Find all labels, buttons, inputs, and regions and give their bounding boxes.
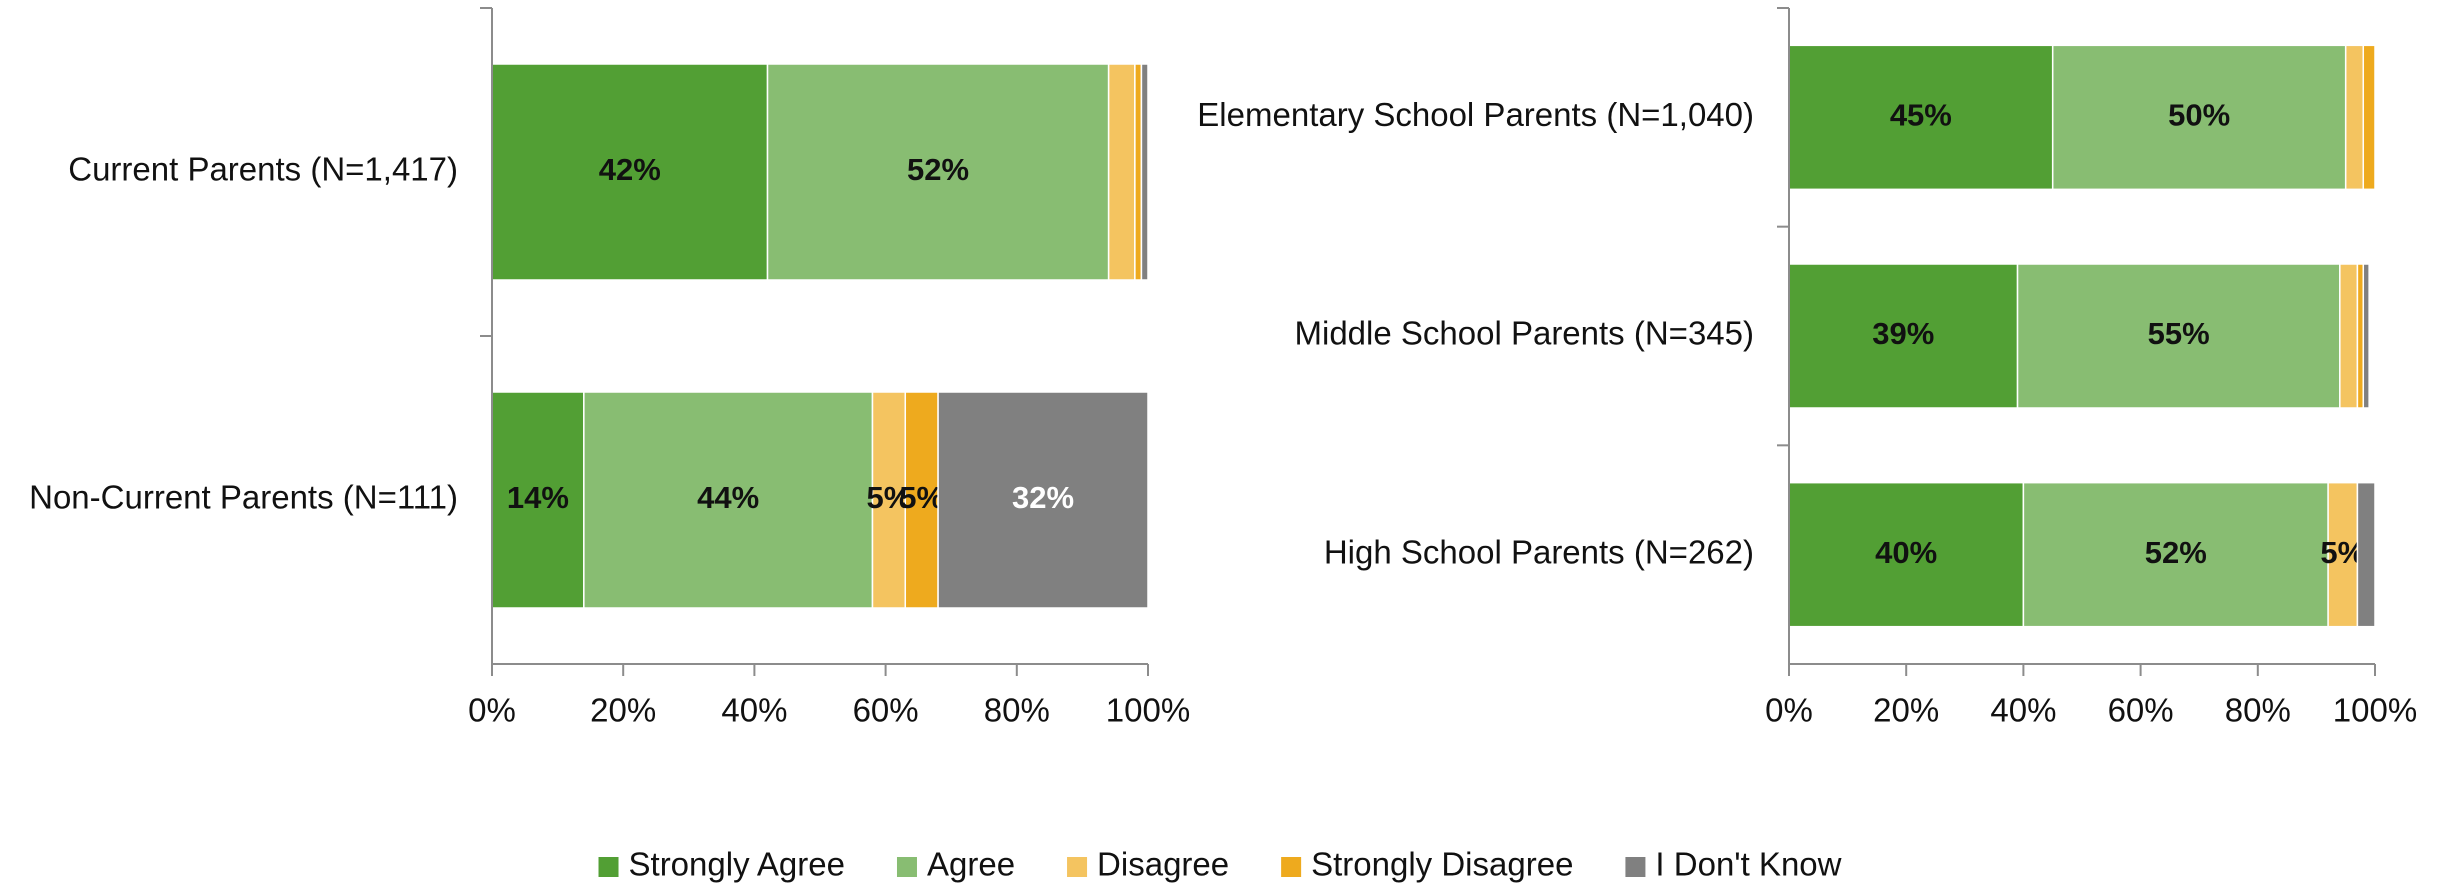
bar-strongly-disagree-elementary-school-parents-n-1-040 — [2362, 44, 2376, 191]
chart-panel-school-level: Elementary School Parents (N=1,040) 45% 50… — [1197, 7, 2417, 729]
legend-swatch-agree — [896, 857, 917, 877]
legend-swatch-disagree — [1067, 857, 1088, 877]
data-label-disagree-non-current-parents-n-111: 5% — [866, 480, 911, 515]
legend-swatch-i-don-t-know — [1625, 857, 1646, 877]
data-label-strongly-agree-middle-school-parents-n-345: 39% — [1872, 316, 1934, 351]
bar-strongly-disagree-non-current-parents-n-111 — [904, 391, 939, 609]
bar-agree-non-current-parents-n-111 — [583, 391, 874, 609]
bar-agree-high-school-parents-n-262 — [2022, 481, 2329, 628]
bar-i-don-t-know-middle-school-parents-n-345 — [2362, 263, 2370, 409]
data-label-i-don-t-know-non-current-parents-n-111: 32% — [1012, 480, 1074, 515]
data-label-agree-elementary-school-parents-n-1-040: 50% — [2168, 98, 2230, 133]
x-tick-label-80: 80% — [984, 692, 1050, 729]
bar-strongly-agree-elementary-school-parents-n-1-040 — [1788, 44, 2054, 191]
legend-swatch-strongly-agree — [598, 857, 619, 877]
bar-i-don-t-know-current-parents-n-1-417 — [1140, 63, 1149, 281]
x-tick-label-20: 20% — [590, 692, 656, 729]
data-label-agree-current-parents-n-1-417: 52% — [907, 152, 969, 187]
x-tick-label-40: 40% — [721, 692, 787, 729]
legend-swatch-strongly-disagree — [1281, 857, 1302, 877]
bar-strongly-disagree-middle-school-parents-n-345 — [2356, 263, 2365, 409]
legend-label-i-don-t-know: I Don't Know — [1655, 846, 1841, 883]
x-tick-label-0: 0% — [468, 692, 516, 729]
bar-strongly-agree-current-parents-n-1-417 — [491, 63, 769, 281]
chart-legend: Strongly Agree Agree Disagree Strongly Disa… — [598, 846, 1842, 883]
x-tick-label-80: 80% — [2225, 692, 2291, 729]
category-label-elementary-school-parents-n-1-040: Elementary School Parents (N=1,040) — [1197, 96, 1754, 133]
x-tick-label-40: 40% — [1990, 692, 2056, 729]
x-tick-label-20: 20% — [1873, 692, 1939, 729]
legend-label-strongly-disagree: Strongly Disagree — [1311, 846, 1573, 883]
category-label-current-parents-n-1-417: Current Parents (N=1,417) — [68, 151, 458, 188]
data-label-agree-non-current-parents-n-111: 44% — [697, 480, 759, 515]
bar-disagree-elementary-school-parents-n-1-040 — [2344, 44, 2365, 191]
data-label-agree-high-school-parents-n-262: 52% — [2145, 535, 2207, 570]
data-label-agree-middle-school-parents-n-345: 55% — [2148, 316, 2210, 351]
bar-strongly-agree-middle-school-parents-n-345 — [1788, 263, 2019, 409]
bar-agree-current-parents-n-1-417 — [766, 63, 1110, 281]
bar-strongly-agree-non-current-parents-n-111 — [491, 391, 585, 609]
x-tick-label-100: 100% — [2333, 692, 2417, 729]
bar-agree-middle-school-parents-n-345 — [2016, 263, 2341, 409]
data-label-strongly-disagree-non-current-parents-n-111: 5% — [899, 480, 944, 515]
bar-strongly-disagree-current-parents-n-1-417 — [1134, 63, 1143, 281]
category-label-high-school-parents-n-262: High School Parents (N=262) — [1324, 533, 1754, 570]
x-tick-label-100: 100% — [1106, 692, 1190, 729]
x-tick-label-60: 60% — [853, 692, 919, 729]
data-label-strongly-agree-high-school-parents-n-262: 40% — [1875, 535, 1937, 570]
bar-disagree-non-current-parents-n-111 — [871, 391, 907, 609]
legend-label-agree: Agree — [927, 846, 1015, 883]
bar-i-don-t-know-high-school-parents-n-262 — [2356, 481, 2376, 628]
bar-disagree-current-parents-n-1-417 — [1107, 63, 1136, 281]
data-label-strongly-agree-current-parents-n-1-417: 42% — [599, 152, 661, 187]
data-label-strongly-agree-elementary-school-parents-n-1-040: 45% — [1890, 98, 1952, 133]
bar-i-don-t-know-non-current-parents-n-111 — [937, 391, 1149, 609]
bar-agree-elementary-school-parents-n-1-040 — [2051, 44, 2347, 191]
legend-label-disagree: Disagree — [1097, 846, 1229, 883]
legend-label-strongly-agree: Strongly Agree — [629, 846, 845, 883]
x-tick-label-60: 60% — [2108, 692, 2174, 729]
category-label-middle-school-parents-n-345: Middle School Parents (N=345) — [1295, 315, 1755, 352]
data-label-strongly-agree-non-current-parents-n-111: 14% — [507, 480, 569, 515]
bar-disagree-middle-school-parents-n-345 — [2339, 263, 2359, 409]
x-tick-label-0: 0% — [1765, 692, 1813, 729]
chart-panel-parent-status: Current Parents (N=1,417) 42% 52% Non-Curre… — [29, 7, 1190, 729]
category-label-non-current-parents-n-111: Non-Current Parents (N=111) — [29, 479, 458, 516]
